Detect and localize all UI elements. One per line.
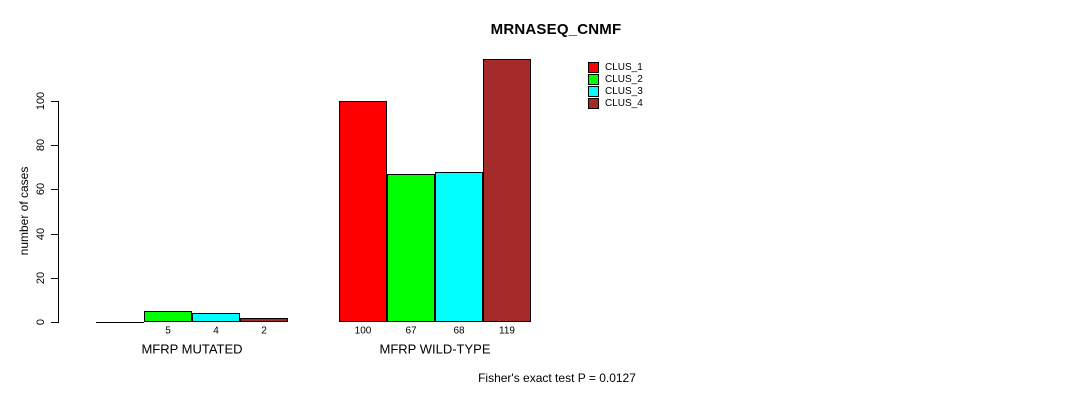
legend-label: CLUS_3 (605, 85, 643, 97)
legend-item-clus-4: CLUS_4 (588, 97, 643, 109)
bar-clus-3-mfrp-wild-type (435, 172, 483, 322)
legend-swatch-clus-3 (588, 85, 599, 97)
bar-clus-4-mfrp-wild-type (483, 59, 531, 322)
legend-swatch-clus-2 (588, 73, 599, 85)
y-tick-mark (51, 145, 59, 146)
bar-value-label: 119 (499, 325, 515, 337)
legend-item-clus-3: CLUS_3 (588, 85, 643, 97)
chart-title: MRNASEQ_CNMF (490, 21, 622, 38)
y-tick-label: 40 (35, 227, 47, 241)
legend-swatch-clus-4 (588, 97, 599, 109)
y-tick-mark (51, 189, 59, 190)
y-axis-line (58, 101, 59, 323)
annotation-text: Fisher's exact test P = 0.0127 (478, 371, 636, 385)
bar-clus-2-mfrp-wild-type (387, 174, 435, 322)
legend: CLUS_1 CLUS_2 CLUS_3 CLUS_4 (588, 61, 643, 109)
x-group-label-mfrp-mutated: MFRP MUTATED (141, 341, 243, 357)
legend-label: CLUS_2 (605, 73, 643, 85)
bar-clus-3-mfrp-mutated (192, 313, 240, 322)
bar-value-label: 100 (354, 325, 372, 337)
y-tick-label: 0 (35, 318, 47, 326)
y-tick-mark (51, 278, 59, 279)
bar-value-label: 67 (405, 325, 417, 337)
bar-value-label: 2 (261, 325, 267, 337)
legend-label: CLUS_4 (605, 97, 643, 109)
legend-item-clus-1: CLUS_1 (588, 61, 643, 73)
y-tick-label: 100 (35, 91, 47, 111)
legend-label: CLUS_1 (605, 61, 643, 73)
y-tick-label: 20 (35, 271, 47, 285)
x-group-label-mfrp-wild-type: MFRP WILD-TYPE (379, 341, 491, 357)
y-tick-mark (51, 234, 59, 235)
y-tick-mark (51, 322, 59, 323)
bar-clus-4-mfrp-mutated (240, 318, 288, 322)
bar-clus-1-mfrp-mutated (96, 322, 144, 323)
legend-item-clus-2: CLUS_2 (588, 73, 643, 85)
bar-clus-1-mfrp-wild-type (339, 101, 387, 322)
y-tick-mark (51, 101, 59, 102)
legend-swatch-clus-1 (588, 61, 599, 73)
bar-value-label: 5 (165, 325, 171, 337)
bar-value-label: 4 (213, 325, 219, 337)
y-tick-label: 60 (35, 182, 47, 196)
bar-value-label: 68 (453, 325, 465, 337)
y-axis-label: number of cases (17, 166, 31, 256)
bar-clus-2-mfrp-mutated (144, 311, 192, 322)
y-tick-label: 80 (35, 138, 47, 152)
